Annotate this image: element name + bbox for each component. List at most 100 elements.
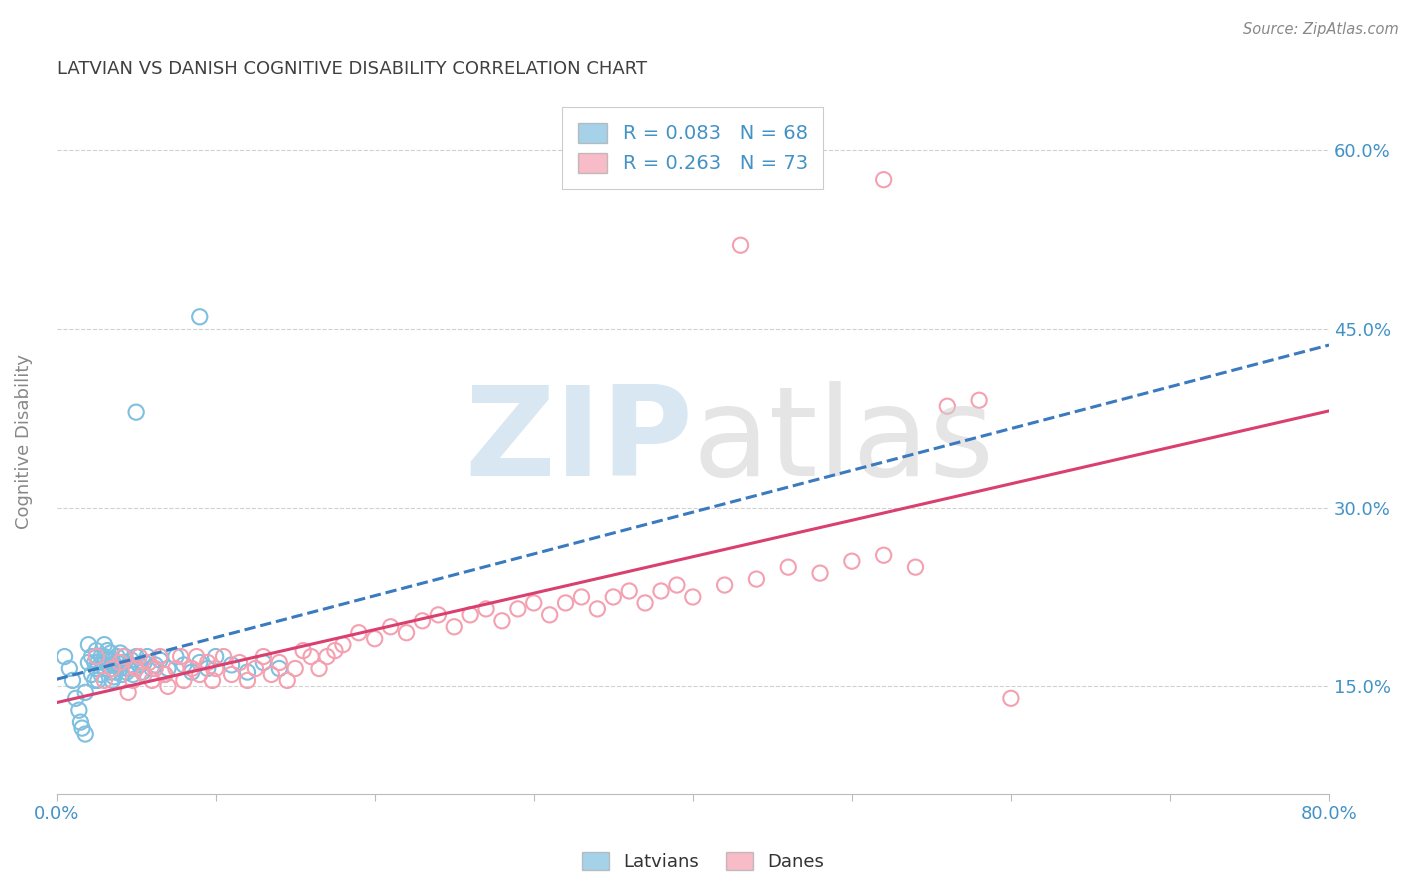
Point xyxy=(132,656,155,670)
Point xyxy=(125,661,148,675)
Point xyxy=(120,653,142,667)
Text: LATVIAN VS DANISH COGNITIVE DISABILITY CORRELATION CHART: LATVIAN VS DANISH COGNITIVE DISABILITY C… xyxy=(56,60,647,78)
Point xyxy=(299,649,322,664)
Point xyxy=(602,590,624,604)
Point xyxy=(204,649,226,664)
Point xyxy=(967,393,990,408)
Text: atlas: atlas xyxy=(693,382,995,502)
Point xyxy=(197,661,219,675)
Point xyxy=(77,638,100,652)
Text: ZIP: ZIP xyxy=(464,382,693,502)
Point xyxy=(538,607,561,622)
Point xyxy=(745,572,768,586)
Point xyxy=(730,238,752,252)
Point xyxy=(228,656,250,670)
Point xyxy=(103,657,125,672)
Point xyxy=(252,649,274,664)
Point xyxy=(153,667,176,681)
Point xyxy=(841,554,863,568)
Point xyxy=(138,656,160,670)
Point xyxy=(475,602,498,616)
Point xyxy=(62,673,84,688)
Point xyxy=(93,673,115,688)
Point xyxy=(260,667,283,681)
Point xyxy=(58,661,80,675)
Point xyxy=(458,607,481,622)
Point xyxy=(411,614,433,628)
Point xyxy=(619,584,641,599)
Point xyxy=(90,649,112,664)
Point xyxy=(180,661,202,675)
Point xyxy=(212,649,235,664)
Point xyxy=(125,649,148,664)
Point xyxy=(165,661,187,675)
Point xyxy=(682,590,704,604)
Point xyxy=(96,657,118,672)
Point xyxy=(276,673,298,688)
Point xyxy=(141,661,163,675)
Point xyxy=(873,172,896,186)
Point xyxy=(80,667,103,681)
Point xyxy=(77,656,100,670)
Point xyxy=(86,649,108,664)
Point xyxy=(778,560,800,574)
Text: Source: ZipAtlas.com: Source: ZipAtlas.com xyxy=(1243,22,1399,37)
Point xyxy=(180,665,202,679)
Point xyxy=(236,665,259,679)
Point xyxy=(173,673,195,688)
Point xyxy=(149,649,172,664)
Point xyxy=(101,661,124,675)
Point xyxy=(87,656,110,670)
Point xyxy=(53,649,76,664)
Point xyxy=(90,667,112,681)
Point xyxy=(112,649,135,664)
Point xyxy=(873,548,896,562)
Point xyxy=(347,625,370,640)
Point xyxy=(936,399,959,413)
Point xyxy=(284,661,307,675)
Point xyxy=(173,657,195,672)
Point xyxy=(506,602,529,616)
Point xyxy=(188,656,211,670)
Point xyxy=(93,649,115,664)
Point xyxy=(96,643,118,657)
Point xyxy=(136,649,159,664)
Point xyxy=(83,673,105,688)
Point xyxy=(65,691,87,706)
Point xyxy=(197,656,219,670)
Point xyxy=(165,649,187,664)
Y-axis label: Cognitive Disability: Cognitive Disability xyxy=(15,354,32,530)
Point xyxy=(105,656,128,670)
Point xyxy=(269,661,291,675)
Point xyxy=(75,727,97,741)
Point xyxy=(323,643,346,657)
Point xyxy=(236,673,259,688)
Legend: R = 0.083   N = 68, R = 0.263   N = 73: R = 0.083 N = 68, R = 0.263 N = 73 xyxy=(562,107,824,189)
Point xyxy=(111,667,134,681)
Point xyxy=(122,673,145,688)
Point xyxy=(100,665,122,679)
Point xyxy=(101,653,124,667)
Point xyxy=(156,661,179,675)
Point xyxy=(221,657,243,672)
Point xyxy=(188,667,211,681)
Point xyxy=(110,646,132,660)
Point xyxy=(132,667,155,681)
Point xyxy=(86,661,108,675)
Point xyxy=(125,405,148,419)
Point xyxy=(332,638,354,652)
Point xyxy=(650,584,672,599)
Point xyxy=(427,607,450,622)
Point xyxy=(69,715,91,730)
Point xyxy=(131,665,153,679)
Point xyxy=(103,670,125,684)
Point xyxy=(491,614,513,628)
Point xyxy=(117,661,139,675)
Point xyxy=(186,649,208,664)
Point xyxy=(665,578,688,592)
Point xyxy=(364,632,387,646)
Point xyxy=(1000,691,1022,706)
Point xyxy=(117,685,139,699)
Point xyxy=(143,661,166,675)
Point xyxy=(221,667,243,681)
